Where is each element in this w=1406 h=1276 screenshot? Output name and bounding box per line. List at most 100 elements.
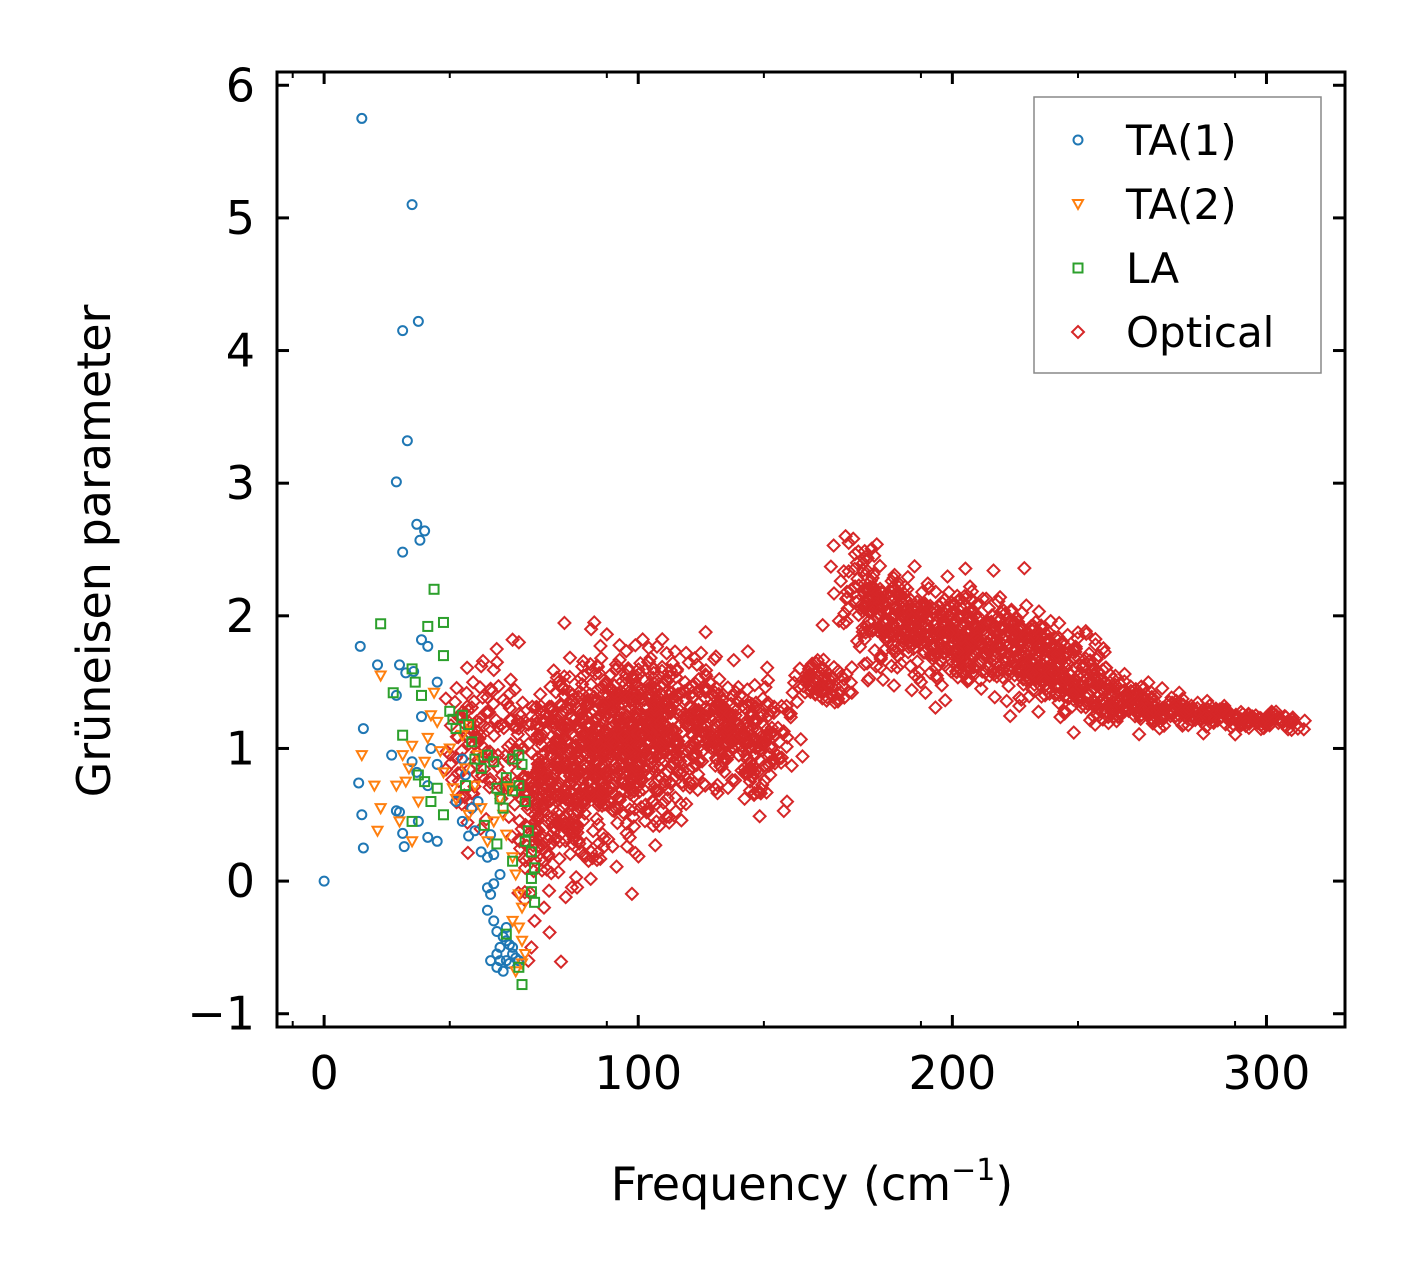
point-optical [586,615,602,630]
point-optical [1024,665,1040,681]
point-optical [907,667,922,683]
point-ta-1- [431,676,443,688]
point-optical [759,660,775,676]
point-optical [724,734,740,750]
point-optical [532,829,548,845]
point-optical [894,629,910,645]
point-ta-2- [518,949,532,962]
point-ta-1- [411,766,423,778]
point-optical [737,766,753,782]
point-optical [697,691,713,707]
point-optical [1070,631,1085,646]
point-ta-1- [491,961,503,973]
point-optical [671,707,687,723]
point-optical [511,634,527,650]
point-la [425,796,437,808]
point-optical [964,646,980,662]
point-la [513,780,525,792]
point-la [519,835,531,847]
point-optical [598,796,614,812]
point-optical [801,664,817,680]
point-optical [607,684,622,700]
point-optical [573,670,589,686]
point-optical [667,737,683,753]
point-optical [972,635,988,651]
point-optical [1066,725,1082,740]
point-optical [961,662,977,678]
point-ta-2- [468,780,482,793]
point-optical [762,767,778,783]
point-optical [628,757,644,773]
point-optical [645,670,661,686]
point-ta-1- [397,827,409,839]
point-optical [876,642,892,658]
point-optical [793,731,809,747]
point-ta-1- [481,904,493,916]
point-optical [574,727,590,743]
plot-area [318,112,1313,991]
point-optical [726,652,742,668]
point-optical [587,753,603,769]
point-optical [559,732,575,748]
point-optical [737,791,752,807]
point-optical [598,727,614,742]
point-optical [708,781,724,797]
point-optical [744,770,760,785]
point-optical [1051,615,1067,631]
point-optical [531,808,547,824]
point-optical [564,879,580,895]
point-optical [783,706,799,721]
point-optical [826,538,842,553]
point-optical [532,686,548,702]
point-optical [635,632,651,647]
point-optical [555,681,571,697]
point-optical [580,709,596,725]
point-optical [787,668,803,683]
point-optical [656,795,671,811]
point-optical [669,693,685,709]
point-ta-2- [461,809,476,822]
point-optical [546,819,562,835]
point-optical [925,600,940,616]
x-tick-label: 100 [594,1046,682,1100]
point-optical [619,838,635,854]
point-optical [640,801,656,817]
point-optical [1088,637,1103,652]
point-optical [757,679,773,695]
point-ta-1- [488,849,500,861]
point-optical [578,848,594,864]
point-optical [823,559,839,575]
point-optical [1100,686,1116,702]
point-optical [1238,715,1254,730]
point-optical [904,682,920,698]
point-la [529,896,541,908]
point-ta-2- [389,780,404,793]
point-optical [687,701,703,717]
point-optical [887,607,902,623]
point-optical [611,757,627,773]
point-optical [552,851,567,867]
point-optical [622,766,637,782]
point-optical [907,558,923,574]
point-optical [937,591,953,607]
point-la [428,583,440,595]
point-optical [475,690,490,706]
point-optical [1040,635,1056,651]
point-optical [1049,646,1065,662]
point-optical [941,642,957,658]
point-optical [875,586,890,601]
point-optical [641,766,657,782]
point-ta-1- [318,875,330,887]
point-optical [1066,641,1081,657]
point-optical [1056,704,1072,719]
point-la [519,796,531,808]
point-la [456,709,468,721]
point-la [387,687,399,699]
point-optical [1085,693,1101,709]
point-optical [498,748,513,763]
point-optical [500,739,516,755]
point-optical [1016,677,1031,692]
point-optical [510,727,526,742]
point-optical [1087,631,1103,647]
